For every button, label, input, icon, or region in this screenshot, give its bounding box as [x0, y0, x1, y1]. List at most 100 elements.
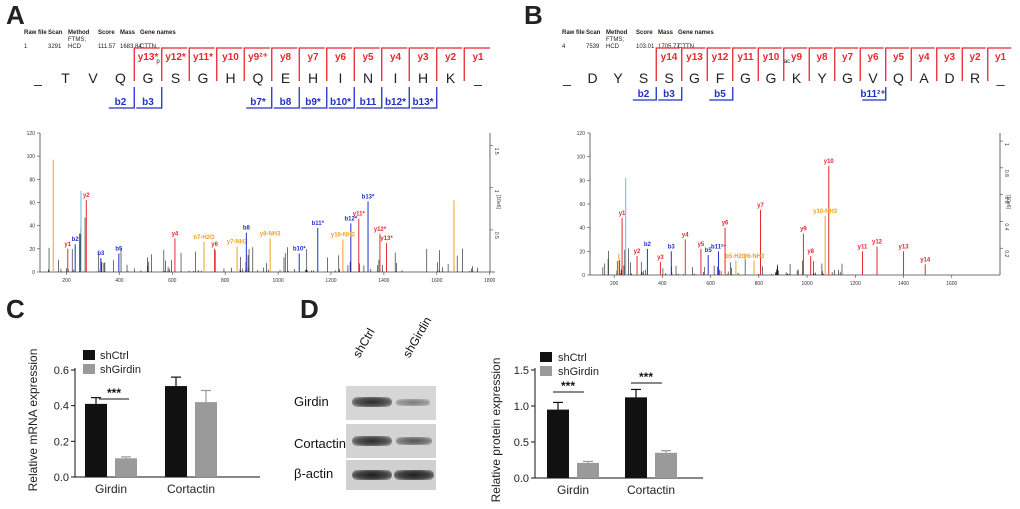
a-peak-label-6: b5	[115, 246, 123, 252]
a-y-label-6: y7	[307, 52, 319, 63]
b-ytick-label-5: 100	[577, 155, 586, 161]
b-rtick-label-3: 0.8	[1003, 170, 1009, 177]
a-meta-v5: CTTN	[140, 44, 156, 50]
b-seq-11: G	[842, 70, 853, 86]
b-y-bracket-6	[808, 47, 833, 81]
b-peak-label-19: y11	[858, 244, 868, 250]
d-ytick-label-0: 0.0	[514, 473, 529, 485]
b-ytick-label-4: 80	[579, 178, 585, 184]
c-legend-ctrl: shCtrl	[100, 350, 129, 362]
b-rtick-label-0: 0.2	[1003, 250, 1009, 257]
d-bar-0-1	[577, 462, 599, 478]
b-seq-5: G	[689, 70, 700, 86]
a-seq-5: S	[171, 70, 180, 86]
d-legend-swatch-girdin	[540, 366, 552, 376]
a-peak-label-9: y6	[211, 242, 218, 248]
a-y-label-5: y8	[280, 52, 292, 63]
d-blot-col-girdin: shGirdin	[399, 314, 435, 360]
b-b-bracket-0	[632, 87, 657, 101]
b-meta-v2: FTMS; HCD	[606, 37, 624, 50]
c-bar-1-1	[195, 402, 217, 477]
a-spectrum: 0 20 40 60 80 100 120 200 400 600 800 1000 1200 1400 1…	[27, 131, 501, 284]
b-seq-3: S	[639, 70, 648, 86]
c-legend-swatch-ctrl	[83, 350, 95, 360]
a-xtick-label-2: 600	[168, 278, 177, 284]
d-band-girdin-sh	[396, 399, 430, 406]
a-xtick-label-3: 800	[221, 278, 230, 284]
b-meta-h1: Scan	[586, 30, 601, 36]
d-blot-row-girdin-label: Girdin	[294, 394, 329, 409]
d-band-actin-ctrl	[352, 470, 392, 480]
c-category-label-0: Girdin	[95, 482, 127, 496]
b-seq-12: V	[868, 70, 878, 86]
b-peak-label-16: y8	[807, 249, 814, 255]
d-legend-girdin: shGirdin	[558, 366, 599, 378]
b-y-bracket-3	[732, 47, 757, 81]
b-meta-v0: 4	[562, 44, 566, 50]
a-b-bracket-6	[356, 87, 383, 109]
a-y-bracket-2	[188, 47, 215, 81]
b-ytick-label-0: 0	[582, 273, 585, 279]
a-meta-h4: Mass	[120, 30, 136, 36]
b-peak-label-5: y3	[657, 255, 664, 261]
b-y-label-3: y11	[737, 52, 754, 63]
a-seq-1: T	[61, 70, 70, 86]
b-meta-values: 4 7539 FTMS; HCD 103.01 1705.77CTTN	[562, 37, 762, 51]
a-y-label-9: y4	[390, 52, 402, 63]
d-ylabel: Relative protein expression	[489, 358, 503, 503]
b-seq-14: A	[919, 70, 929, 86]
b-seq-13: Q	[893, 70, 904, 86]
a-phospho-mark: p	[156, 59, 160, 65]
b-meta-headers: Raw fileScan Method Score Mass Gene names	[562, 30, 762, 37]
d-significance-girdin: ***	[561, 379, 575, 393]
a-y-label-0: y13*	[138, 52, 159, 63]
b-peak-label-15: y9	[800, 227, 807, 233]
b-seq-2: Y	[613, 70, 623, 86]
panel-c-chart: Relative mRNA expression shCtrl shGirdin…	[26, 349, 260, 496]
b-meta-h2: Method	[606, 30, 628, 36]
c-ytick-label-3: 0.6	[54, 365, 69, 377]
a-y-label-2: y11*	[193, 52, 213, 63]
panel-d-chart: Relative protein expression shCtrl shGir…	[489, 352, 703, 503]
b-y-bracket-4	[757, 47, 782, 81]
b-y-label-4: y10	[763, 52, 780, 63]
d-legend: shCtrl shGirdin	[540, 352, 599, 378]
b-xtick-label-0: 200	[610, 281, 619, 287]
b-y-label-0: y14	[661, 52, 678, 63]
b-xtick-label-1: 400	[658, 281, 667, 287]
a-y-bracket-5	[271, 47, 298, 81]
b-seq-0: _	[562, 70, 571, 86]
a-b-label-0: b2	[115, 97, 127, 108]
b-seq-8: G	[766, 70, 777, 86]
b-b-bracket-1	[658, 87, 683, 101]
b-peak-label-10: b11²⁺	[711, 243, 726, 250]
b-xtick-label-7: 1600	[946, 281, 957, 287]
d-blot: shCtrl shGirdin Girdin Cortactin β-actin	[290, 314, 450, 500]
c-ytick-label-0: 0.0	[54, 472, 69, 484]
b-xtick-label-6: 1400	[898, 281, 909, 287]
b-meta-v4: 1705.77	[658, 44, 680, 50]
a-b-bracket-0	[108, 87, 135, 109]
a-meta-v3: 111.57	[98, 44, 116, 50]
c-ytick-label-2: 0.4	[54, 401, 69, 413]
a-y-bracket-12	[463, 47, 490, 81]
a-seq-2: V	[88, 70, 98, 86]
a-peak-label-7: y4	[172, 231, 179, 237]
b-seq-6: F	[716, 70, 725, 86]
c-bar-0-1	[115, 458, 137, 477]
b-rtick-label-4: 1	[1003, 143, 1009, 146]
b-seq-4: S	[664, 70, 673, 86]
b-meta-h0: Raw file	[562, 30, 585, 36]
a-b-bracket-4	[301, 87, 328, 109]
a-xtick-label-7: 1600	[431, 278, 442, 284]
b-y-bracket-0	[655, 47, 680, 81]
a-ytick-label-1: 20	[29, 247, 35, 253]
b-y-bracket-12	[961, 47, 986, 81]
a-xtick-label-4: 1000	[273, 278, 284, 284]
b-y-bracket-10	[910, 47, 935, 81]
a-peak-label-4: y1	[64, 242, 71, 248]
a-meta-v0: 1	[24, 44, 28, 50]
c-axes: 0.0 0.2 0.4 0.6 Girdin Cortactin	[54, 365, 260, 496]
b-mod-mark: ac	[784, 59, 790, 65]
b-seq-9: K	[792, 70, 802, 86]
